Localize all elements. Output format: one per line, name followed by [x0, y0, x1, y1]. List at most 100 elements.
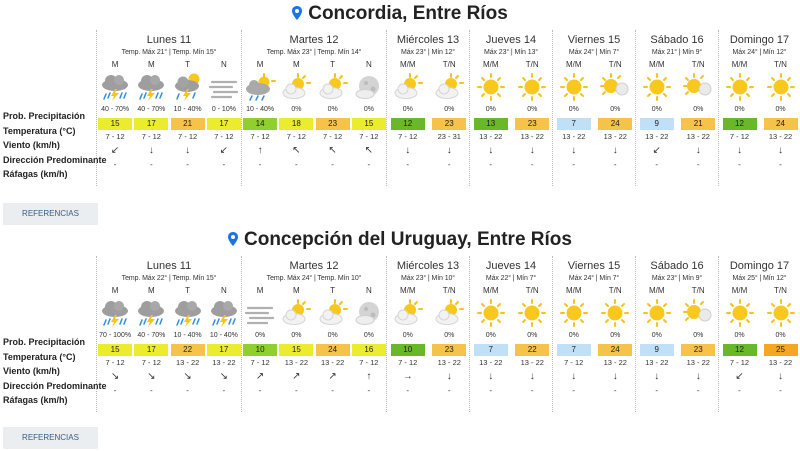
day-column: Sábado 16 Máx 23° | Mín 9° M/M 0% 9 13 - 22 ↓ -…: [635, 256, 718, 412]
sun-icon: [598, 298, 632, 328]
day-column: Sábado 16 Máx 21° | Mín 9° M/M 0% 9 13 - 22 ↙ -…: [635, 30, 718, 186]
wind-direction-icon: ↓: [612, 145, 618, 156]
wind-direction-icon: ↓: [778, 371, 783, 382]
slot-period: T/N: [691, 286, 705, 295]
gust-value: -: [447, 160, 451, 169]
temperature-value: 15: [351, 118, 386, 130]
day-temp-range: Máx 23° | Mín 13°: [484, 49, 538, 56]
wind-value: 7 - 12: [286, 132, 306, 141]
gust-value: -: [406, 160, 410, 169]
wind-direction-icon: ↓: [695, 145, 701, 156]
wind-value: 13 - 22: [686, 358, 710, 367]
city-forecast: Concordia, Entre Ríos Prob. Precipitación…: [0, 0, 800, 225]
sun-cloud-icon: [681, 298, 715, 328]
gust-value: -: [150, 160, 153, 169]
precipitation-value: 0%: [402, 332, 413, 339]
day-column: Jueves 14 Máx 23° | Mín 13° M/M 0% 13 13 - 22…: [469, 30, 552, 186]
temperature-value: 9: [639, 344, 674, 356]
slot-period: T: [330, 60, 336, 69]
precipitation-value: 40 - 70%: [137, 332, 166, 339]
temperature-value: 23: [432, 344, 467, 356]
precipitation-value: 0%: [610, 332, 621, 339]
gust-value: -: [222, 386, 226, 395]
sun-cloud-icon: [598, 72, 632, 102]
forecast-slot: T 10 - 40% 22 13 - 22 ↘ -: [170, 286, 205, 398]
sun-icon: [764, 72, 798, 102]
slot-period: T/N: [774, 60, 787, 69]
wind-value: 13 - 22: [686, 132, 710, 141]
wind-direction-icon: ↓: [654, 371, 660, 382]
forecast-slot: N 0% 16 7 - 12 ↑ -: [351, 286, 386, 398]
forecast-slot: M 40 - 70% 17 7 - 12 ↓ -: [134, 60, 169, 172]
references-button[interactable]: REFERENCIAS: [3, 203, 98, 225]
slot-period: M: [256, 286, 264, 295]
row-label: Dirección Predominante: [3, 154, 107, 165]
wind-value: 13 - 22: [479, 132, 503, 141]
gust-value: -: [696, 386, 700, 395]
gust-value: -: [530, 160, 534, 169]
sun-icon: [640, 298, 674, 328]
temperature-value: 14: [243, 118, 278, 130]
gust-value: -: [613, 160, 617, 169]
precipitation-value: 0%: [568, 332, 579, 339]
wind-value: 7 - 12: [214, 132, 234, 141]
wind-value: 7 - 12: [729, 358, 750, 367]
precipitation-value: 0%: [327, 106, 338, 113]
forecast-slot: M/M 0% 9 13 - 22 ↙ -: [639, 60, 674, 172]
sun-icon: [764, 298, 798, 328]
precipitation-value: 10 - 40%: [173, 106, 202, 113]
wind-direction-icon: ↙: [652, 145, 661, 156]
wind-value: 7 - 12: [250, 132, 270, 141]
slot-period: M/M: [565, 60, 582, 69]
precipitation-value: 0%: [444, 332, 455, 339]
precipitation-value: 10 - 40%: [209, 332, 238, 339]
slot-period: N: [220, 286, 227, 295]
slot-period: N: [365, 286, 372, 295]
wind-direction-icon: ↓: [488, 145, 494, 156]
slot-period: M: [256, 60, 264, 69]
wind-value: 7 - 12: [359, 132, 379, 141]
forecast-slot: T/N 0% 24 13 - 22 ↓ -: [763, 60, 798, 172]
forecast-slot: T 0% 23 7 - 12 ↖ -: [315, 60, 350, 172]
gust-value: -: [150, 386, 153, 395]
row-label: Prob. Precipitación: [3, 111, 86, 121]
precipitation-value: 10 - 40%: [246, 106, 275, 113]
forecast-slot: M/M 0% 7 13 - 22 ↓ -: [556, 60, 591, 172]
slot-period: M/M: [648, 60, 665, 69]
forecast-slot: T/N 0% 23 13 - 22 ↓ -: [432, 286, 467, 398]
forecast-slot: T/N 0% 22 13 - 22 ↓ -: [515, 286, 550, 398]
slot-period: M/M: [731, 60, 748, 69]
slot-period: T: [185, 60, 191, 69]
wind-value: 13 - 22: [603, 358, 627, 367]
gust-value: -: [406, 386, 410, 395]
forecast-slot: M/M 0% 12 7 - 12 ↙ -: [722, 286, 757, 398]
wind-value: 13 - 22: [284, 358, 309, 367]
wind-direction-icon: ↘: [183, 371, 192, 382]
precipitation-value: 0%: [693, 332, 704, 339]
day-temp-range: Máx 25° | Mín 12°: [732, 275, 787, 282]
slot-period: M: [293, 286, 300, 295]
sun-icon: [640, 72, 674, 102]
wind-direction-icon: ↓: [571, 371, 577, 382]
forecast-slot: T/N 0% 21 13 - 22 ↓ -: [681, 60, 716, 172]
temperature-value: 21: [170, 118, 205, 130]
row-label: Prob. Precipitación: [3, 337, 86, 347]
wind-value: 7 - 12: [359, 358, 379, 367]
gust-value: -: [295, 160, 298, 169]
forecast-slot: T/N 0% 23 13 - 22 ↓ -: [515, 60, 550, 172]
gust-value: -: [779, 160, 782, 169]
cloudy-night-icon: [352, 72, 386, 102]
precipitation-value: 0%: [485, 106, 496, 113]
day-column: Viernes 15 Máx 24° | Mín 7° M/M 0% 7 13 - 22 ↓…: [552, 30, 635, 186]
references-button[interactable]: REFERENCIAS: [3, 427, 98, 449]
day-name: Viernes 15: [567, 260, 621, 272]
slot-period: M/M: [565, 286, 582, 295]
partly-cloudy-icon: [391, 298, 425, 328]
sun-cloud-icon: [681, 72, 715, 102]
temperature-value: 9: [639, 118, 674, 130]
wind-value: 13 - 22: [645, 132, 669, 141]
wind-direction-icon: ↓: [405, 145, 411, 156]
day-column: Domingo 17 Máx 24° | Mín 12° M/M 0% 12 7 - 12…: [718, 30, 800, 186]
slot-period: T/N: [774, 286, 787, 295]
day-temp-range: Temp. Máx 23° | Temp. Mín 14°: [266, 49, 362, 56]
